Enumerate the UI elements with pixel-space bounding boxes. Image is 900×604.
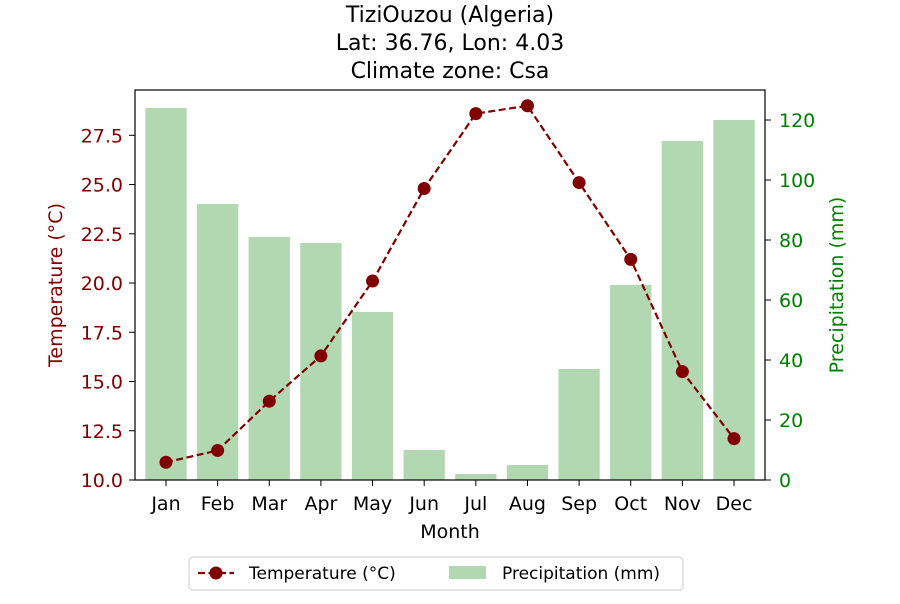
precip-bar-mar: [248, 237, 290, 480]
precip-bar-jun: [403, 450, 445, 480]
legend-precipitation-label: Precipitation (mm): [502, 564, 660, 584]
x-tick-label-nov: Nov: [664, 493, 701, 515]
y-right-tick-label: 100: [779, 170, 815, 192]
x-tick-label-aug: Aug: [509, 493, 546, 515]
temperature-line: [159, 99, 741, 469]
y-right-tick-label: 40: [779, 350, 803, 372]
temp-point-apr: [314, 349, 328, 363]
temp-point-feb: [211, 443, 225, 457]
temp-point-dec: [727, 432, 741, 446]
title-line-1: TiziOuzou (Algeria): [345, 3, 554, 28]
legend-precipitation-swatch: [449, 566, 486, 579]
legend-temperature-label: Temperature (°C): [248, 564, 396, 584]
y-left-tick-label: 15.0: [81, 372, 123, 394]
temp-point-mar: [262, 394, 276, 408]
temp-point-jul: [469, 107, 483, 121]
temperature-line-path: [165, 104, 735, 464]
legend-box: [188, 556, 684, 591]
temp-point-nov: [675, 365, 689, 379]
temp-point-jun: [417, 181, 431, 195]
precip-bar-jan: [145, 108, 187, 480]
x-tick-label-oct: Oct: [614, 493, 647, 515]
temp-point-oct: [624, 252, 638, 266]
x-tick-label-sep: Sep: [561, 493, 597, 515]
x-tick-label-may: May: [353, 493, 392, 515]
y-left-tick-label: 20.0: [81, 273, 123, 295]
y-right-tick-label: 120: [779, 110, 815, 132]
precip-bar-jul: [455, 474, 497, 480]
temp-point-may: [366, 274, 380, 288]
y-left-tick-label: 22.5: [81, 224, 123, 246]
precip-bar-feb: [196, 204, 239, 480]
temp-point-sep: [572, 176, 586, 190]
x-tick-label-feb: Feb: [201, 493, 235, 515]
precip-bar-may: [351, 312, 394, 480]
y-left-tick-label: 25.0: [81, 175, 123, 197]
y-left-tick-label: 27.5: [81, 125, 123, 147]
temp-point-jan: [159, 455, 173, 469]
x-tick-label-apr: Apr: [304, 493, 337, 515]
precipitation-bars: [145, 108, 755, 480]
x-tick-label-jul: Jul: [463, 493, 487, 515]
x-tick-label-jun: Jun: [408, 493, 439, 515]
x-tick-label-jan: Jan: [150, 493, 180, 515]
x-tick-label-dec: Dec: [716, 493, 753, 515]
y-right-tick-label: 0: [779, 470, 791, 492]
y-left-tick-label: 17.5: [81, 322, 123, 344]
precip-bar-aug: [506, 465, 549, 480]
precip-bar-nov: [661, 141, 704, 480]
title-line-3: Climate zone: Csa: [351, 59, 550, 84]
y-right-tick-label: 60: [779, 290, 803, 312]
temp-point-aug: [520, 99, 534, 113]
y-left-tick-label: 12.5: [81, 421, 123, 443]
legend: Temperature (°C) Precipitation (mm): [188, 556, 684, 591]
y-left-tick-label: 10.0: [81, 470, 123, 492]
legend-temperature-marker: [209, 566, 223, 580]
y-right-axis-label: Precipitation (mm): [826, 197, 848, 374]
chart-title: TiziOuzou (Algeria) Lat: 36.76, Lon: 4.03…: [336, 3, 564, 84]
precip-bar-dec: [713, 120, 755, 480]
x-axis-label: Month: [420, 521, 480, 543]
title-line-2: Lat: 36.76, Lon: 4.03: [336, 31, 564, 56]
y-right-tick-label: 80: [779, 230, 803, 252]
y-right-tick-label: 20: [779, 410, 803, 432]
plot-frame: [134, 89, 766, 481]
axes: Jan Feb Mar Apr May Jun Jul Aug Sep Oct Nov Dec Mont…: [45, 89, 848, 543]
y-left-axis-label: Temperature (°C): [45, 203, 67, 368]
precip-bar-oct: [610, 285, 652, 480]
x-tick-label-mar: Mar: [251, 493, 287, 515]
precip-bar-sep: [558, 369, 600, 480]
